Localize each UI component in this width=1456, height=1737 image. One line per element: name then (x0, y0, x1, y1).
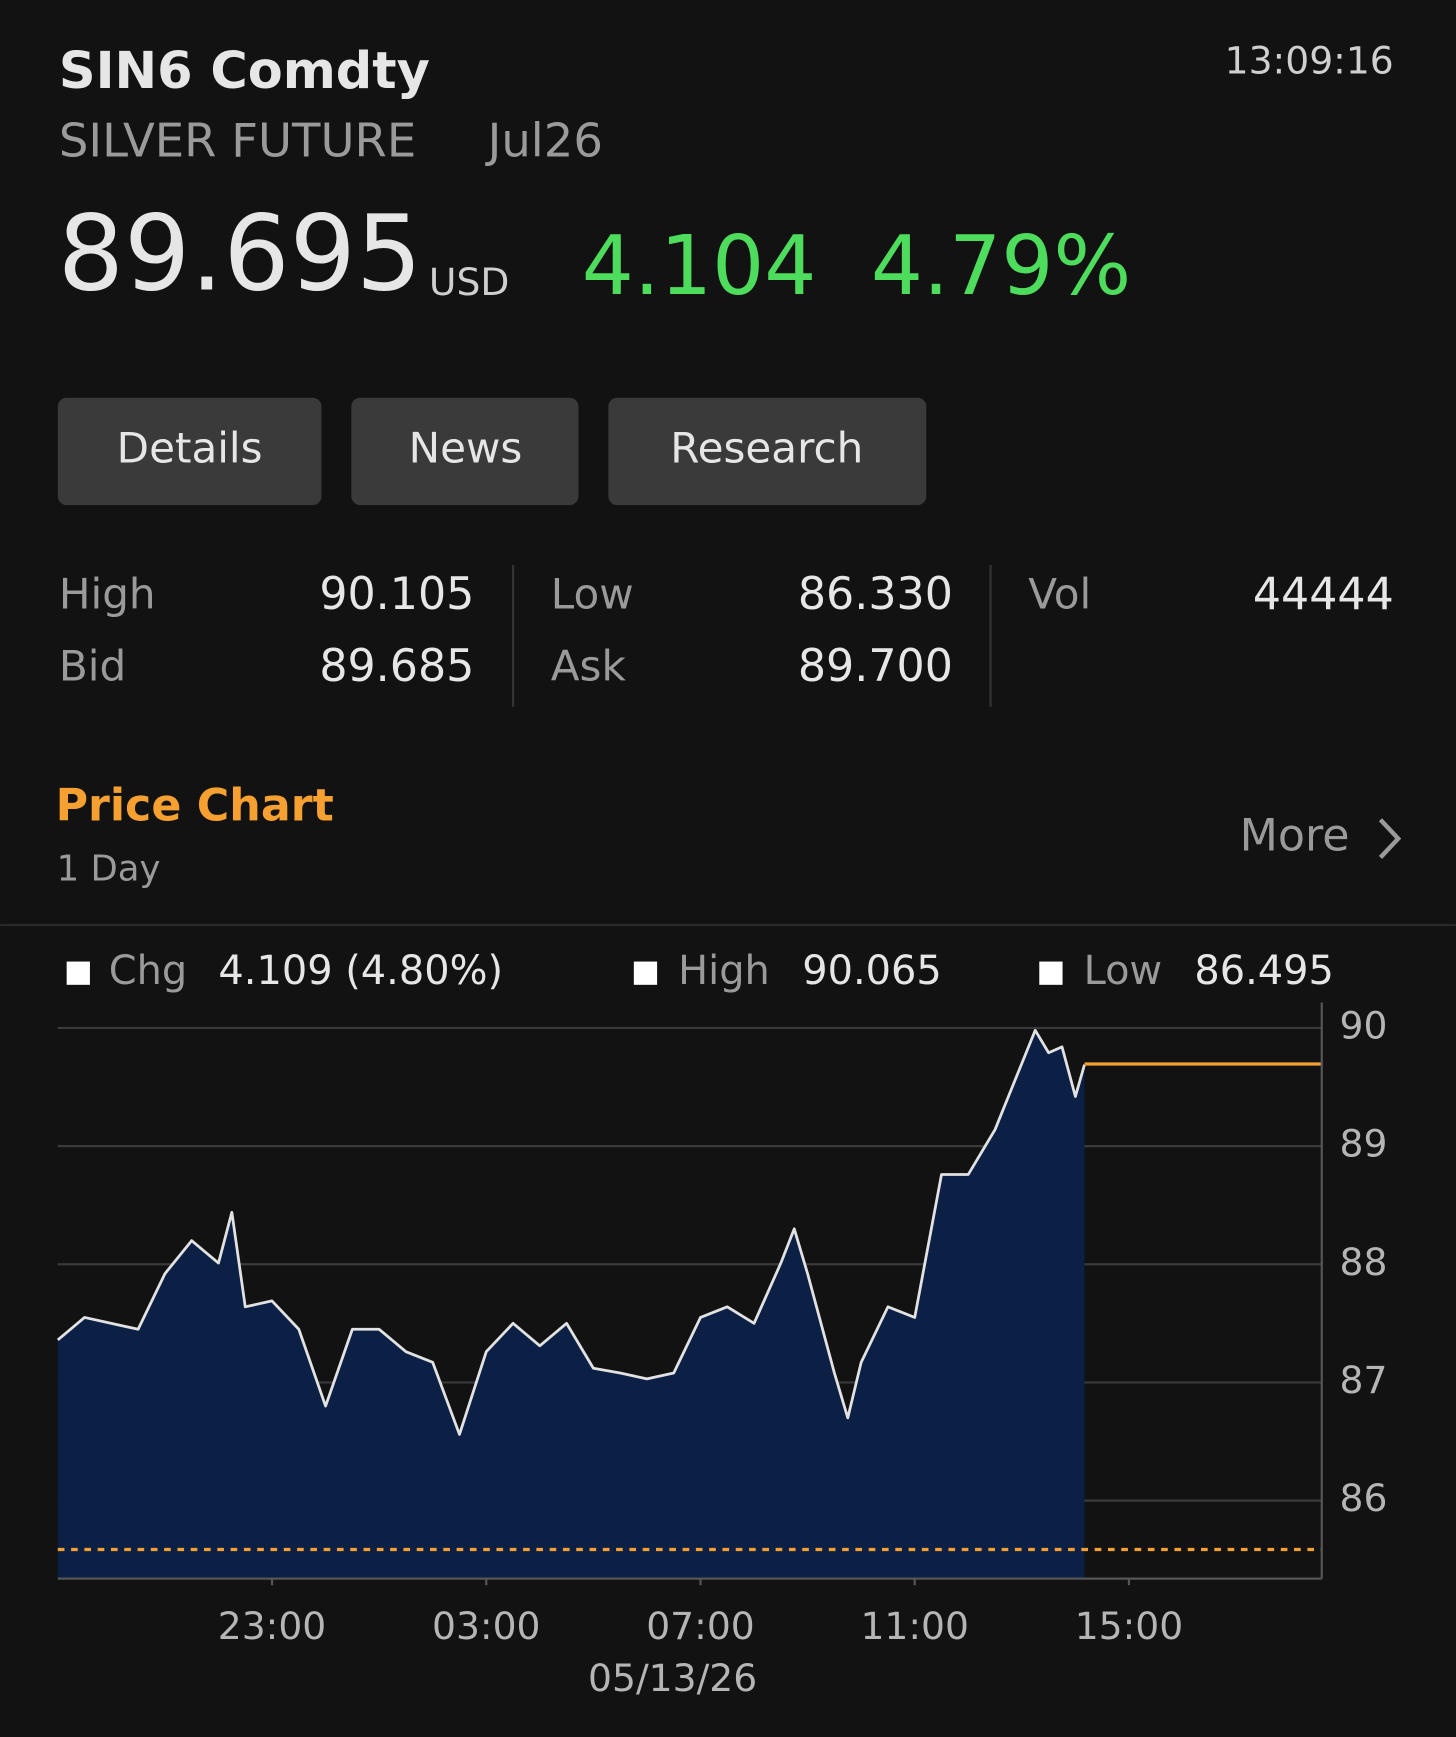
instrument-name: SILVER FUTURE (59, 114, 416, 168)
stat-value: 44444 (1253, 569, 1394, 620)
button[interactable] (608, 397, 927, 506)
more-label[interactable]: More (1240, 811, 1350, 862)
summary-value: 86.495 (1194, 948, 1334, 994)
y-tick-label: 90 (1339, 1003, 1387, 1047)
tab-details[interactable]: Details (57, 397, 322, 506)
price: 89.695 (58, 193, 422, 315)
tab-research[interactable]: Research (608, 397, 927, 506)
price-line (56, 1028, 1086, 1436)
x-tick-label: 07:00 (646, 1604, 755, 1648)
legend-square (66, 961, 90, 985)
change-pct: 4.79% (871, 219, 1131, 314)
button-label[interactable]: Research (670, 423, 863, 472)
summary-label: High (678, 948, 770, 994)
legend-square (1039, 961, 1063, 985)
stat-label: Vol (1028, 570, 1091, 619)
x-tick-label: 15:00 (1075, 1604, 1184, 1648)
button[interactable] (57, 397, 322, 506)
button-label[interactable]: Details (117, 423, 263, 472)
button-label[interactable]: News (409, 423, 523, 472)
summary-label: Chg (109, 948, 187, 994)
x-axis-label: 05/13/26 (588, 1656, 757, 1700)
legend-square (633, 961, 658, 985)
summary-label: Low (1084, 948, 1163, 994)
tab-news[interactable]: News (351, 397, 579, 506)
ticker: SIN6 Comdty (59, 42, 430, 101)
stat-value: 89.685 (319, 641, 474, 692)
stat-value: 90.105 (319, 569, 474, 620)
x-tick-label: 03:00 (432, 1604, 541, 1648)
y-tick-label: 89 (1339, 1122, 1387, 1166)
stat-label: Low (551, 570, 634, 619)
y-tick-label: 86 (1339, 1476, 1387, 1520)
stat-value: 89.700 (798, 641, 953, 692)
y-tick-label: 88 (1339, 1240, 1387, 1284)
period: 1 Day (57, 849, 161, 890)
stat-label: High (59, 570, 156, 619)
x-tick-label: 23:00 (218, 1604, 327, 1648)
stat-label: Ask (551, 642, 627, 691)
change: 4.104 (582, 219, 817, 314)
more-link[interactable]: More (1240, 811, 1402, 862)
button[interactable] (351, 397, 579, 506)
y-tick-label: 87 (1339, 1358, 1387, 1402)
area (57, 1030, 1085, 1579)
plot: 86 87 88 89 90 23:00 03:00 07:00 11:00 15:00 (56, 1002, 1387, 1648)
section-title: Price Chart (56, 781, 334, 832)
clock: 13:09:16 (1225, 39, 1394, 83)
currency: USD (429, 260, 509, 304)
x-tick-label: 11:00 (860, 1604, 969, 1648)
summary-value: 90.065 (802, 948, 942, 994)
stat-value: 86.330 (798, 569, 953, 620)
summary-value: 4.109 (4.80%) (218, 948, 503, 994)
chevron[interactable] (1378, 818, 1402, 859)
stat-label: Bid (59, 642, 126, 691)
contract: Jul26 (485, 114, 603, 168)
